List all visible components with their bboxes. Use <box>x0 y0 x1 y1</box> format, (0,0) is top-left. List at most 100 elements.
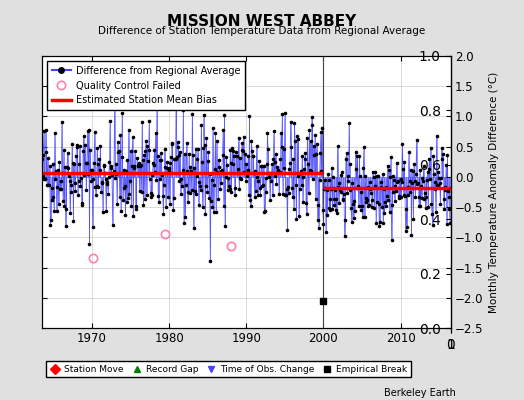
Point <box>148 192 156 198</box>
Point <box>250 170 258 176</box>
Point <box>253 174 261 180</box>
Point <box>165 168 173 174</box>
Point <box>118 110 126 116</box>
Point <box>441 183 450 190</box>
Point <box>247 202 255 209</box>
Point <box>114 138 122 145</box>
Point <box>106 165 115 171</box>
Point <box>209 208 217 215</box>
Point <box>178 183 186 189</box>
Point <box>143 192 151 198</box>
Point <box>51 176 60 182</box>
Point <box>430 186 439 192</box>
Point <box>90 160 98 166</box>
Point <box>412 136 421 143</box>
Point <box>112 170 121 177</box>
Point <box>82 187 91 194</box>
Point <box>100 162 108 169</box>
Point <box>80 172 89 178</box>
Point <box>431 179 440 185</box>
Point <box>353 153 362 160</box>
Point <box>174 152 183 158</box>
Point <box>304 160 312 167</box>
Point <box>291 137 299 144</box>
Point <box>233 170 242 176</box>
Point <box>219 126 227 133</box>
Point <box>74 178 83 184</box>
Point <box>217 166 226 173</box>
Point <box>398 178 406 185</box>
Point <box>375 223 384 229</box>
Point <box>376 184 385 190</box>
Point <box>410 178 419 184</box>
Point <box>190 164 199 171</box>
Point <box>395 195 403 201</box>
Point <box>313 217 322 224</box>
Point <box>313 141 321 147</box>
Point <box>145 147 153 154</box>
Point <box>227 188 236 195</box>
Point <box>89 176 97 182</box>
Point <box>364 203 372 209</box>
Point <box>285 190 293 196</box>
Point <box>70 161 78 167</box>
Point <box>423 176 431 183</box>
Point <box>173 154 181 160</box>
Point <box>245 112 254 119</box>
Point <box>60 203 69 209</box>
Point <box>365 202 373 208</box>
Point <box>254 178 263 184</box>
Point <box>310 143 318 150</box>
Point <box>416 203 424 209</box>
Point <box>163 159 171 165</box>
Point <box>100 162 108 168</box>
Point <box>379 186 388 192</box>
Point <box>418 174 427 181</box>
Point <box>142 138 150 144</box>
Point <box>384 197 392 203</box>
Point <box>214 157 223 163</box>
Point <box>329 174 337 180</box>
Point <box>41 126 50 133</box>
Point <box>318 125 326 132</box>
Point <box>385 167 393 173</box>
Point <box>51 130 59 136</box>
Point <box>45 182 53 188</box>
Point <box>350 198 358 205</box>
Point <box>405 149 413 156</box>
Point <box>292 216 301 222</box>
Point <box>296 186 304 192</box>
Point <box>294 136 302 142</box>
Point <box>265 170 274 176</box>
Point <box>417 183 425 190</box>
Point <box>41 176 49 182</box>
Point <box>213 169 222 176</box>
Point <box>222 174 230 180</box>
Point <box>242 161 250 167</box>
Point <box>149 160 157 166</box>
Point <box>81 160 90 166</box>
Point <box>207 197 215 204</box>
Point <box>182 140 191 146</box>
Point <box>220 112 228 118</box>
Point <box>98 180 106 186</box>
Point <box>125 191 134 197</box>
Point <box>282 186 291 192</box>
Point <box>233 153 241 159</box>
Point <box>92 192 100 198</box>
Point <box>308 114 316 120</box>
Point <box>262 175 270 182</box>
Point <box>307 168 315 174</box>
Point <box>268 161 276 167</box>
Point <box>62 206 71 212</box>
Point <box>217 180 225 186</box>
Point <box>63 164 71 170</box>
Point <box>317 168 325 174</box>
Point <box>114 149 123 156</box>
Point <box>182 182 190 189</box>
Point <box>423 168 432 175</box>
Point <box>53 184 61 191</box>
Point <box>424 204 432 210</box>
Point <box>260 209 268 215</box>
Point <box>130 162 139 169</box>
